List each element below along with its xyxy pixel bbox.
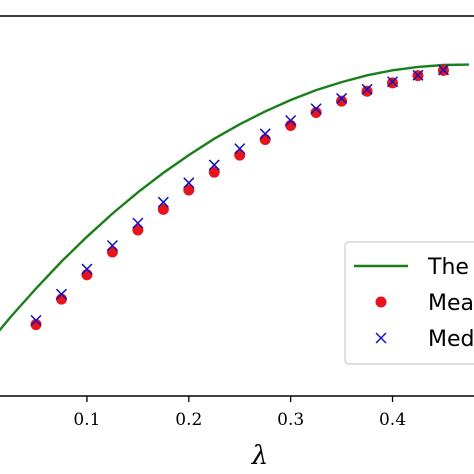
legend-label: Mea xyxy=(428,291,474,316)
data-point-x-stroke xyxy=(106,239,118,252)
data-point-x-stroke xyxy=(208,159,220,171)
data-point-x-stroke xyxy=(412,69,424,81)
data-point-x-stroke xyxy=(285,114,297,127)
data-point-circle xyxy=(132,224,144,236)
data-point-x xyxy=(208,159,220,171)
data-point-x-stroke xyxy=(132,217,144,229)
data-point-x xyxy=(412,69,424,81)
data-point-x xyxy=(81,263,93,275)
data-point-circle xyxy=(106,246,118,258)
data-point-x xyxy=(285,114,297,127)
data-point-x xyxy=(386,76,399,88)
data-point-x xyxy=(336,92,348,104)
data-point-x-stroke xyxy=(437,64,449,76)
data-point-x-stroke xyxy=(386,76,399,88)
data-point-circle xyxy=(55,293,67,305)
series-layer xyxy=(0,63,469,332)
legend-swatch-x xyxy=(375,332,387,344)
x-axis-ticks: 0.1 0.2 0.3 0.4 xyxy=(73,396,406,430)
data-point-circle xyxy=(259,134,271,145)
data-point-x-stroke xyxy=(183,177,195,189)
plot-frame xyxy=(0,15,474,397)
data-point-x xyxy=(132,217,144,229)
data-point-x xyxy=(361,83,373,95)
x-axis-title: λ xyxy=(251,441,268,471)
data-point-x-stroke xyxy=(81,263,93,275)
legend-swatch-circle xyxy=(375,296,387,308)
data-point-x-stroke xyxy=(157,196,169,208)
data-point-x xyxy=(106,239,118,252)
data-point-x xyxy=(259,128,271,140)
data-point-circle xyxy=(208,166,220,178)
data-point-x-stroke xyxy=(310,103,322,115)
data-point-x-stroke xyxy=(55,288,68,300)
data-point-circle xyxy=(361,85,373,97)
data-point-x xyxy=(30,314,42,326)
data-point-x xyxy=(183,177,195,189)
data-point-circle xyxy=(234,149,246,161)
x-tick-label: 0.3 xyxy=(277,410,304,430)
data-point-x xyxy=(55,288,68,300)
data-point-circle xyxy=(81,269,93,281)
legend-label: Med xyxy=(428,327,474,352)
data-point-x-stroke xyxy=(234,143,246,155)
data-point-circle xyxy=(387,77,399,89)
data-point-x-stroke xyxy=(259,128,271,140)
data-point-x xyxy=(157,196,169,208)
data-point-x xyxy=(437,64,449,76)
data-point-x-stroke xyxy=(361,83,373,95)
data-point-x-stroke xyxy=(30,314,42,326)
data-point-circle xyxy=(310,107,322,119)
series-line-theory xyxy=(0,63,469,332)
data-point-x xyxy=(310,103,322,115)
legend-label: The xyxy=(427,255,469,280)
x-tick-label: 0.2 xyxy=(175,410,202,430)
data-point-x xyxy=(234,143,246,155)
data-point-circle xyxy=(30,319,42,331)
data-point-circle xyxy=(336,95,348,107)
data-point-circle xyxy=(285,119,297,131)
legend: The Mea Med xyxy=(344,241,474,365)
data-point-circle xyxy=(157,203,169,215)
x-tick-label: 0.1 xyxy=(73,410,100,430)
data-point-circle xyxy=(183,184,195,196)
x-tick-label: 0.4 xyxy=(379,410,406,430)
data-point-x-stroke xyxy=(336,92,348,104)
